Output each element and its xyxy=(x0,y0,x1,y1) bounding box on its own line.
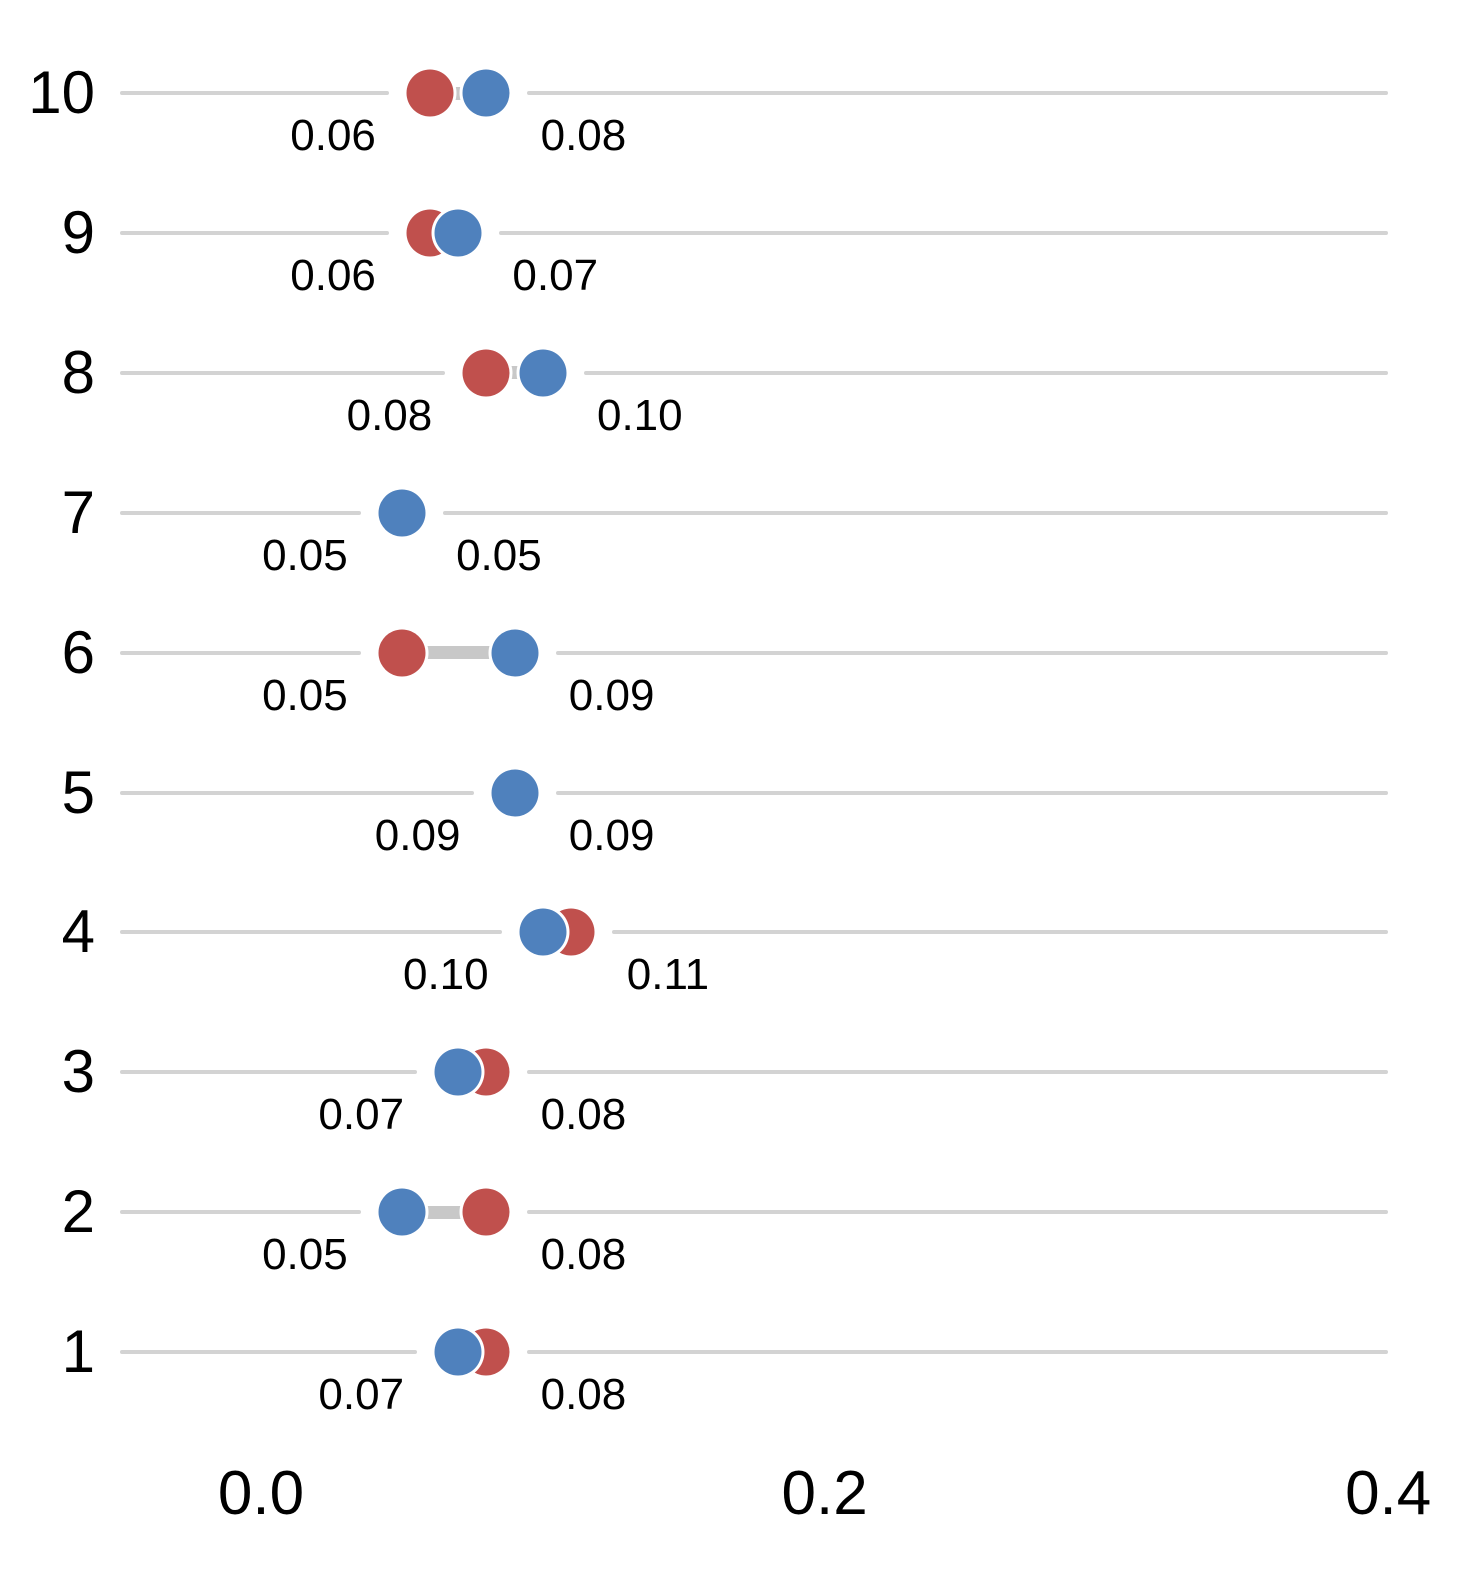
red-dot xyxy=(406,69,454,117)
value-label-left: 0.05 xyxy=(262,670,348,720)
x-axis-tick-label: 0.2 xyxy=(781,1459,868,1528)
red-dot xyxy=(462,1188,510,1236)
axis-line-right xyxy=(611,930,1388,935)
value-label-left: 0.06 xyxy=(290,250,376,300)
value-label-right: 0.10 xyxy=(596,390,683,440)
axis-line-left xyxy=(120,230,390,235)
row-label: 3 xyxy=(61,1038,95,1106)
row-label: 1 xyxy=(61,1318,95,1386)
value-label-right: 0.09 xyxy=(568,810,655,860)
blue-dot xyxy=(378,1188,426,1236)
value-label-right: 0.05 xyxy=(456,530,542,580)
axis-line-right xyxy=(555,650,1388,655)
axis-line-left xyxy=(120,510,361,515)
value-label-right: 0.08 xyxy=(540,1230,627,1280)
blue-dot xyxy=(434,1328,482,1376)
red-dot xyxy=(378,629,426,677)
blue-dot xyxy=(491,769,539,816)
axis-line-left xyxy=(120,930,502,935)
value-label-left: 0.07 xyxy=(318,1090,405,1140)
axis-line-left xyxy=(120,1210,361,1215)
row-label: 5 xyxy=(61,758,95,826)
axis-line-left xyxy=(120,650,361,655)
axis-line-left xyxy=(120,91,390,95)
axis-line-right xyxy=(583,370,1388,375)
axis-line-right xyxy=(527,91,1388,95)
x-axis-tick-label: 0.4 xyxy=(1345,1459,1432,1528)
value-label-left: 0.08 xyxy=(346,390,433,440)
blue-dot xyxy=(519,349,567,397)
value-label-right: 0.09 xyxy=(568,670,655,720)
axis-line-right xyxy=(527,1350,1388,1355)
axis-line-right xyxy=(442,510,1388,515)
value-label-left: 0.05 xyxy=(262,530,348,580)
row-label: 2 xyxy=(61,1178,95,1246)
blue-dot xyxy=(434,1048,482,1096)
value-label-left: 0.09 xyxy=(374,810,461,860)
axis-line-left xyxy=(120,1070,418,1075)
value-label-right: 0.08 xyxy=(540,1090,627,1140)
value-label-right: 0.08 xyxy=(540,1370,627,1420)
range-bar xyxy=(401,646,515,660)
blue-dot xyxy=(378,489,426,537)
value-label-left: 0.05 xyxy=(262,1230,348,1280)
blue-dot xyxy=(434,209,482,257)
axis-line-right xyxy=(555,790,1388,795)
axis-line-right xyxy=(527,1210,1388,1215)
value-label-right: 0.08 xyxy=(540,111,627,160)
blue-dot xyxy=(462,69,510,117)
axis-line-left xyxy=(120,1350,418,1355)
row-label: 8 xyxy=(61,338,95,406)
value-label-right: 0.07 xyxy=(512,250,599,300)
value-label-right: 0.11 xyxy=(626,950,710,1000)
axis-line-right xyxy=(527,1070,1388,1075)
row-label: 10 xyxy=(28,59,95,126)
blue-dot xyxy=(519,908,567,956)
row-label: 9 xyxy=(61,198,95,266)
blue-dot xyxy=(491,629,539,677)
axis-line-left xyxy=(120,790,474,795)
row-label: 6 xyxy=(61,618,95,686)
axis-line-left xyxy=(120,370,446,375)
value-label-left: 0.07 xyxy=(318,1370,405,1420)
value-label-left: 0.10 xyxy=(402,950,489,1000)
axis-line-right xyxy=(499,230,1388,235)
row-label: 7 xyxy=(61,478,95,546)
x-axis-tick-label: 0.0 xyxy=(217,1459,305,1528)
row-label: 4 xyxy=(61,898,95,966)
value-label-left: 0.06 xyxy=(290,111,376,160)
red-dot xyxy=(462,349,510,397)
